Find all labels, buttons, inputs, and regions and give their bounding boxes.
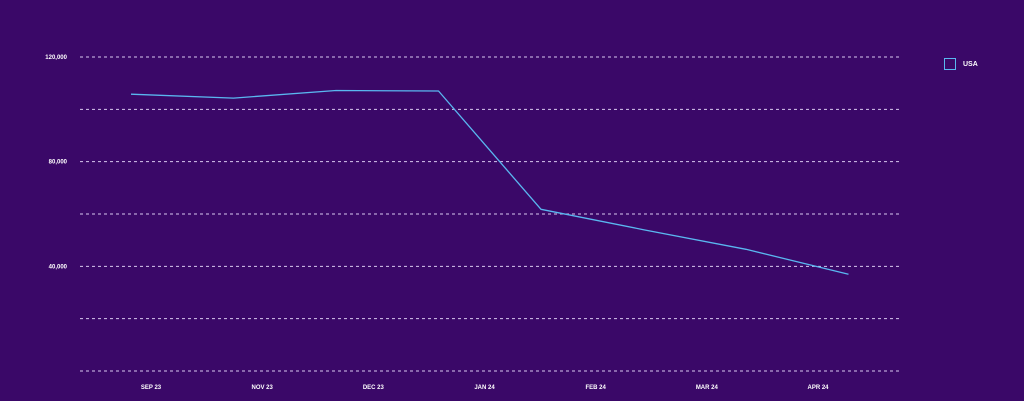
x-tick-label: APR 24 — [807, 385, 829, 391]
y-tick-label: 120,000 — [45, 55, 67, 61]
x-tick-label: JAN 24 — [474, 385, 495, 391]
y-tick-label: 40,000 — [49, 264, 68, 270]
x-tick-label: SEP 23 — [141, 385, 162, 391]
y-axis-ticks: 120,000 80,000 40,000 — [45, 55, 67, 270]
series-line-usa[interactable] — [130, 89, 849, 275]
x-tick-label: NOV 23 — [251, 385, 273, 391]
legend-label-usa: USA — [963, 60, 978, 68]
legend-swatch-usa — [944, 58, 956, 70]
legend[interactable]: USA — [944, 58, 978, 70]
grid-lines — [80, 56, 900, 372]
series-lines — [130, 89, 849, 275]
x-tick-label: FEB 24 — [585, 385, 606, 391]
x-tick-label: DEC 23 — [363, 385, 385, 391]
x-axis-ticks: SEP 23 NOV 23 DEC 23 JAN 24 FEB 24 MAR 24 APR … — [141, 385, 829, 391]
y-tick-label: 80,000 — [49, 160, 68, 166]
x-tick-label: MAR 24 — [696, 385, 719, 391]
